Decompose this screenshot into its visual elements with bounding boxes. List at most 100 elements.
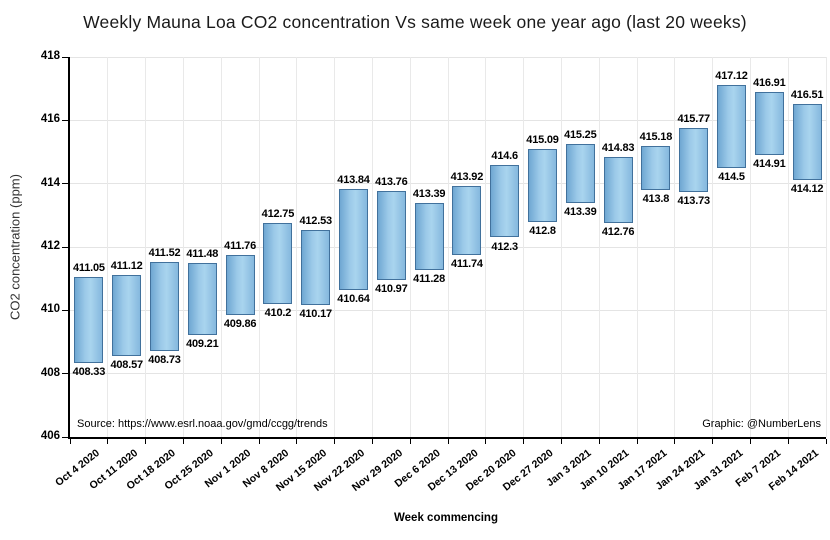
bar-top-value-label: 416.91 (753, 76, 786, 89)
bar-top-value-label: 411.12 (110, 259, 143, 272)
x-axis-tick (523, 439, 525, 444)
bar-bottom-value-label: 412.8 (529, 224, 556, 237)
bar-bottom-value-label: 411.74 (450, 258, 483, 271)
y-tick-label: 410 (40, 303, 60, 316)
y-axis-tick (62, 373, 68, 375)
v-gridline (258, 57, 260, 437)
x-axis-tick (334, 439, 336, 444)
x-axis-tick (296, 439, 298, 444)
v-gridline (371, 57, 373, 437)
range-bar (263, 223, 293, 304)
bar-bottom-value-label: 413.73 (677, 195, 710, 208)
x-axis-tick (787, 439, 789, 444)
y-tick-label: 414 (40, 176, 60, 189)
range-bar (528, 149, 557, 222)
bar-bottom-value-label: 409.86 (223, 317, 257, 330)
bar-bottom-value-label: 410.17 (299, 307, 332, 320)
y-axis-tick (62, 183, 68, 185)
bar-top-value-label: 411.76 (224, 239, 257, 252)
range-bar (187, 263, 217, 336)
range-bar (603, 157, 633, 223)
y-tick-label: 416 (40, 113, 60, 126)
range-bar (112, 274, 142, 356)
range-bar (490, 164, 520, 238)
x-axis-tick (258, 439, 260, 444)
range-bar (679, 127, 709, 193)
x-axis-tick (560, 439, 562, 444)
x-axis-tick (749, 439, 751, 444)
bar-top-value-label: 411.05 (72, 262, 105, 275)
credit-note: Graphic: @NumberLens (702, 418, 821, 430)
v-gridline (636, 57, 638, 437)
v-gridline (334, 57, 336, 437)
range-bar (376, 191, 406, 280)
v-gridline (447, 57, 449, 437)
bar-top-value-label: 415.09 (526, 134, 559, 147)
bar-top-value-label: 412.53 (299, 215, 332, 228)
bar-bottom-value-label: 413.39 (564, 205, 597, 218)
y-tick-label: 406 (40, 430, 60, 442)
x-axis-tick (636, 439, 638, 444)
x-axis-tick (598, 439, 600, 444)
x-axis-tick (107, 439, 109, 444)
v-gridline (485, 57, 487, 437)
v-gridline (712, 57, 714, 437)
bar-bottom-value-label: 411.28 (413, 272, 446, 285)
bar-top-value-label: 412.75 (261, 208, 295, 221)
bar-top-value-label: 414.83 (601, 142, 635, 155)
v-gridline (145, 57, 147, 437)
x-axis-tick (485, 439, 487, 444)
v-gridline (296, 57, 298, 437)
range-bar (414, 202, 444, 270)
v-gridline (598, 57, 600, 437)
bar-bottom-value-label: 412.3 (491, 240, 518, 253)
bar-bottom-value-label: 410.2 (264, 307, 292, 319)
source-note: Source: https://www.esrl.noaa.gov/gmd/cc… (77, 418, 328, 430)
x-axis-tick (145, 439, 147, 444)
bar-top-value-label: 415.77 (677, 112, 710, 125)
bar-bottom-value-label: 410.64 (337, 293, 370, 306)
bar-top-value-label: 413.39 (412, 187, 446, 200)
y-axis-tick (62, 119, 68, 121)
range-bar (565, 144, 595, 203)
x-axis-tick (220, 439, 222, 444)
y-axis-tick (62, 436, 68, 438)
range-bar (792, 104, 822, 180)
x-axis-tick (712, 439, 714, 444)
bar-bottom-value-label: 414.12 (790, 182, 824, 195)
bar-top-value-label: 413.92 (450, 171, 484, 184)
v-gridline (107, 57, 109, 437)
y-axis-tick (62, 309, 68, 311)
chart-title: Weekly Mauna Loa CO2 concentration Vs sa… (83, 12, 747, 32)
bar-top-value-label: 415.18 (639, 131, 673, 144)
v-gridline (787, 57, 789, 437)
y-axis-tick (62, 56, 68, 58)
bar-top-value-label: 414.6 (491, 149, 518, 162)
bar-bottom-value-label: 410.97 (375, 282, 408, 295)
bar-bottom-value-label: 414.5 (718, 170, 745, 183)
v-gridline (409, 57, 411, 437)
range-bar (641, 146, 671, 190)
bar-bottom-value-label: 412.76 (601, 225, 635, 238)
bar-bottom-value-label: 414.91 (753, 157, 786, 170)
bar-bottom-value-label: 413.8 (642, 193, 670, 205)
range-bar (452, 186, 482, 256)
bar-top-value-label: 415.25 (564, 129, 597, 142)
x-axis-tick (447, 439, 449, 444)
range-bar (717, 84, 746, 168)
bar-bottom-value-label: 408.33 (72, 366, 106, 379)
v-gridline (523, 57, 525, 437)
bar-top-value-label: 411.52 (148, 247, 181, 260)
v-gridline (182, 57, 184, 437)
y-tick-label: 412 (40, 240, 60, 252)
range-bar (339, 188, 368, 291)
bar-bottom-value-label: 409.21 (186, 338, 219, 351)
v-gridline (560, 57, 562, 437)
y-tick-label: 408 (40, 366, 60, 379)
x-axis-tick (371, 439, 373, 444)
v-gridline (749, 57, 751, 437)
x-axis-tick (825, 439, 827, 444)
x-axis-title: Week commencing (394, 512, 498, 524)
bar-top-value-label: 417.12 (715, 69, 748, 82)
